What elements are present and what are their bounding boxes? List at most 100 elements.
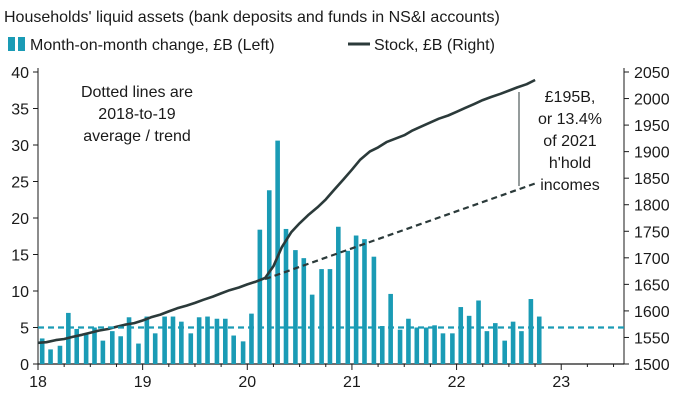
bar <box>257 229 263 364</box>
y-right-tick-label: 1900 <box>634 145 670 162</box>
bar <box>275 140 280 364</box>
annotations: Dotted lines are 2018-to-19 average / tren… <box>81 84 602 194</box>
x-tick-label: 20 <box>238 374 256 391</box>
bar <box>240 341 246 364</box>
bar <box>353 235 359 364</box>
stock-line <box>37 78 536 345</box>
annotation-gap-note-line: or 13.4% <box>538 111 602 128</box>
bar <box>502 340 508 364</box>
y-left-tick-label: 0 <box>20 357 29 374</box>
x-tick-label: 21 <box>343 374 361 391</box>
bar <box>126 317 132 364</box>
y-left-tick-label: 10 <box>11 284 29 301</box>
x-tick-label: 23 <box>552 374 570 391</box>
bar <box>450 333 455 364</box>
y-right-tick-label: 1600 <box>634 304 670 321</box>
bar <box>92 327 97 364</box>
y-left-tick-label: 5 <box>20 321 29 338</box>
y-right-tick-label: 1500 <box>634 357 670 374</box>
bar <box>484 331 490 364</box>
bar <box>345 250 351 364</box>
legend-item-bars: Month-on-month change, £B (Left) <box>8 37 275 54</box>
bar <box>118 336 123 364</box>
y-left-tick-label: 20 <box>11 211 29 228</box>
bar <box>476 300 481 364</box>
bar <box>83 333 89 364</box>
legend-item-line: Stock, £B (Right) <box>348 37 495 54</box>
line-series <box>37 78 624 345</box>
y-right-tick-label: 1850 <box>634 171 670 188</box>
bar <box>196 317 202 364</box>
y-right-tick-label: 1750 <box>634 224 670 241</box>
bar <box>74 328 80 364</box>
bar <box>362 239 367 364</box>
legend-label-line: Stock, £B (Right) <box>374 37 495 54</box>
bar <box>466 315 472 364</box>
bar <box>492 323 498 364</box>
y-right-tick-label: 2000 <box>634 92 670 109</box>
y-right-tick-label: 1950 <box>634 118 670 135</box>
y-left-tick-label: 15 <box>11 248 29 265</box>
bar <box>293 250 298 364</box>
bar <box>48 349 53 364</box>
bar <box>223 318 228 364</box>
bar <box>388 293 393 364</box>
y-left-tick-label: 40 <box>11 65 29 82</box>
x-tick-label: 18 <box>29 374 47 391</box>
y-left-tick-label: 30 <box>11 138 29 155</box>
x-tick-label: 19 <box>134 374 152 391</box>
bar <box>319 269 324 364</box>
y-left-tick-label: 35 <box>11 102 29 119</box>
bar <box>231 335 236 364</box>
legend-bar-swatch <box>18 37 25 51</box>
bar <box>432 325 437 364</box>
annotation-dotted-note-line: average / trend <box>83 128 191 145</box>
bar <box>214 318 220 364</box>
annotation-dotted-note-line: Dotted lines are <box>81 84 193 101</box>
annotation-gap-note-line: £195B, <box>545 89 596 106</box>
bar <box>528 299 534 364</box>
y-right-tick-label: 1650 <box>634 277 670 294</box>
bar <box>336 226 341 364</box>
bar <box>440 333 446 364</box>
bar <box>100 340 106 364</box>
y-right-tick-label: 1550 <box>634 330 670 347</box>
legend: Month-on-month change, £B (Left) Stock, … <box>8 37 495 54</box>
bar <box>170 316 176 364</box>
bar <box>188 333 194 364</box>
bar <box>519 331 524 364</box>
legend-bar-swatch <box>8 37 15 51</box>
legend-label-bars: Month-on-month change, £B (Left) <box>30 37 275 54</box>
bar <box>301 258 307 364</box>
annotation-gap-note-line: incomes <box>540 177 600 194</box>
bar <box>136 343 141 364</box>
bar <box>406 318 411 364</box>
bar <box>327 269 333 364</box>
bar <box>152 333 158 364</box>
bar <box>283 228 289 364</box>
annotation-dotted-note-line: 2018-to-19 <box>98 106 175 123</box>
y-right-tick-label: 1800 <box>634 198 670 215</box>
bar <box>144 316 150 364</box>
bar <box>536 316 542 364</box>
x-tick-label: 22 <box>448 374 466 391</box>
bar <box>39 338 45 364</box>
chart-title: Households' liquid assets (bank deposits… <box>4 9 500 26</box>
bar <box>414 327 420 364</box>
y-left-tick-label: 25 <box>11 175 29 192</box>
bar <box>379 326 385 364</box>
y-right-tick-label: 2050 <box>634 65 670 82</box>
bar <box>205 316 210 364</box>
bar <box>423 327 429 364</box>
y-right-tick-label: 1700 <box>634 251 670 268</box>
bar <box>179 321 184 364</box>
bar <box>162 316 167 364</box>
bar <box>309 294 315 364</box>
bar <box>249 313 254 364</box>
annotation-gap-note-line: h'hold <box>549 155 591 172</box>
bar <box>397 329 403 364</box>
bar <box>510 321 516 364</box>
bar <box>57 345 63 364</box>
bar <box>458 307 464 364</box>
